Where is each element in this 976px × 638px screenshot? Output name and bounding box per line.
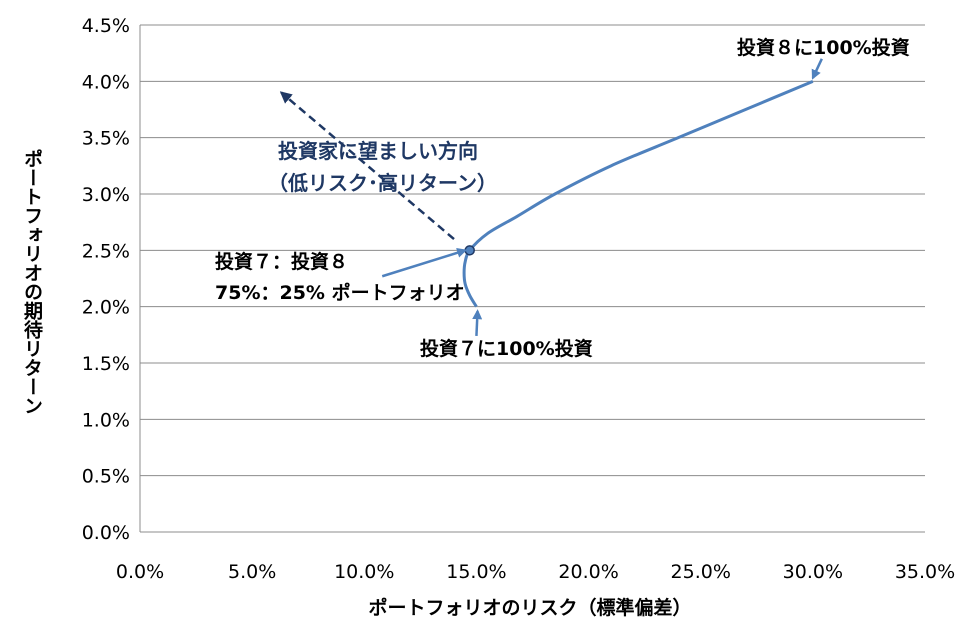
inv7-annotation: 投資７に100%投資 [420, 337, 593, 360]
portfolio-75-25-marker [464, 245, 475, 256]
inv8-annotation: 投資８に100%投資 [737, 36, 910, 59]
y-tick-label: 3.5% [82, 128, 130, 150]
efficient-frontier-line [462, 79, 814, 308]
y-tick-labels: 0.0% 0.5% 1.0% 1.5% 2.0% 2.5% 3.0% 3.5% 4.0% 4.5% [82, 15, 130, 544]
y-tick-label: 2.5% [82, 240, 130, 262]
x-tick-label: 25.0% [671, 561, 731, 583]
y-tick-label: 0.0% [82, 522, 130, 544]
x-tick-label: 30.0% [783, 561, 843, 583]
mix-annotation-line2: 75%：25% ポートフォリオ [215, 281, 465, 304]
x-tick-labels: 0.0% 5.0% 10.0% 15.0% 20.0% 25.0% 30.0% 35.0% [116, 561, 955, 583]
mix-annotation-line1: 投資７：投資８ [215, 250, 348, 273]
x-tick-label: 15.0% [446, 561, 506, 583]
direction-annotation-line1: 投資家に望ましい方向 [278, 139, 478, 163]
axes [139, 25, 925, 533]
y-tick-label: 4.0% [82, 71, 130, 93]
y-tick-label: 1.5% [82, 353, 130, 375]
x-tick-label: 0.0% [116, 561, 164, 583]
y-tick-label: 0.5% [82, 466, 130, 488]
y-tick-label: 2.0% [82, 297, 130, 319]
inv8-arrow [811, 58, 823, 80]
y-tick-label: 3.0% [82, 184, 130, 206]
y-tick-label: 4.5% [82, 15, 130, 37]
x-axis-title: ポートフォリオのリスク（標準偏差） [368, 596, 691, 619]
x-tick-label: 5.0% [228, 561, 276, 583]
preferred-direction-arrow [279, 91, 455, 241]
mix-portfolio-arrow [381, 247, 468, 278]
inv7-arrow [472, 309, 483, 337]
x-tick-label: 35.0% [895, 561, 955, 583]
x-tick-label: 20.0% [558, 561, 618, 583]
x-tick-label: 10.0% [334, 561, 394, 583]
gridlines [140, 24, 925, 477]
direction-annotation-line2: （低リスク･高リターン） [268, 171, 497, 195]
y-tick-label: 1.0% [82, 409, 130, 431]
y-axis-title: ポートフォリオの期待リターン [21, 148, 43, 415]
